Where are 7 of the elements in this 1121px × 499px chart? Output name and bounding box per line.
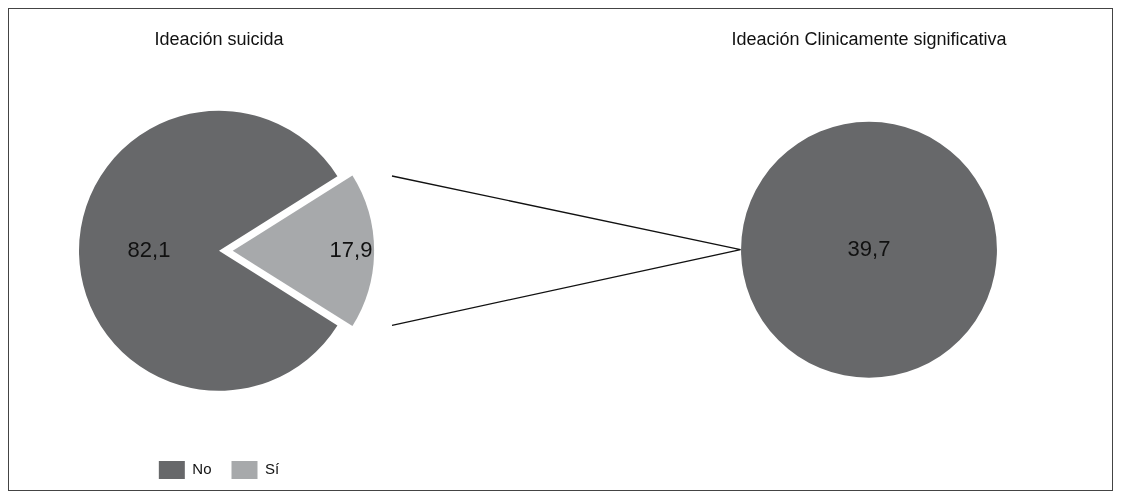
data-label: 82,1	[127, 236, 171, 262]
chart-title: Ideación suicida	[154, 28, 285, 49]
legend-label: Sí	[265, 460, 281, 478]
chart-title: Ideación Clinicamente significativa	[731, 28, 1008, 49]
data-label: 39,7	[847, 235, 891, 261]
legend-label: No	[192, 460, 212, 478]
data-label: 17,9	[329, 236, 373, 262]
